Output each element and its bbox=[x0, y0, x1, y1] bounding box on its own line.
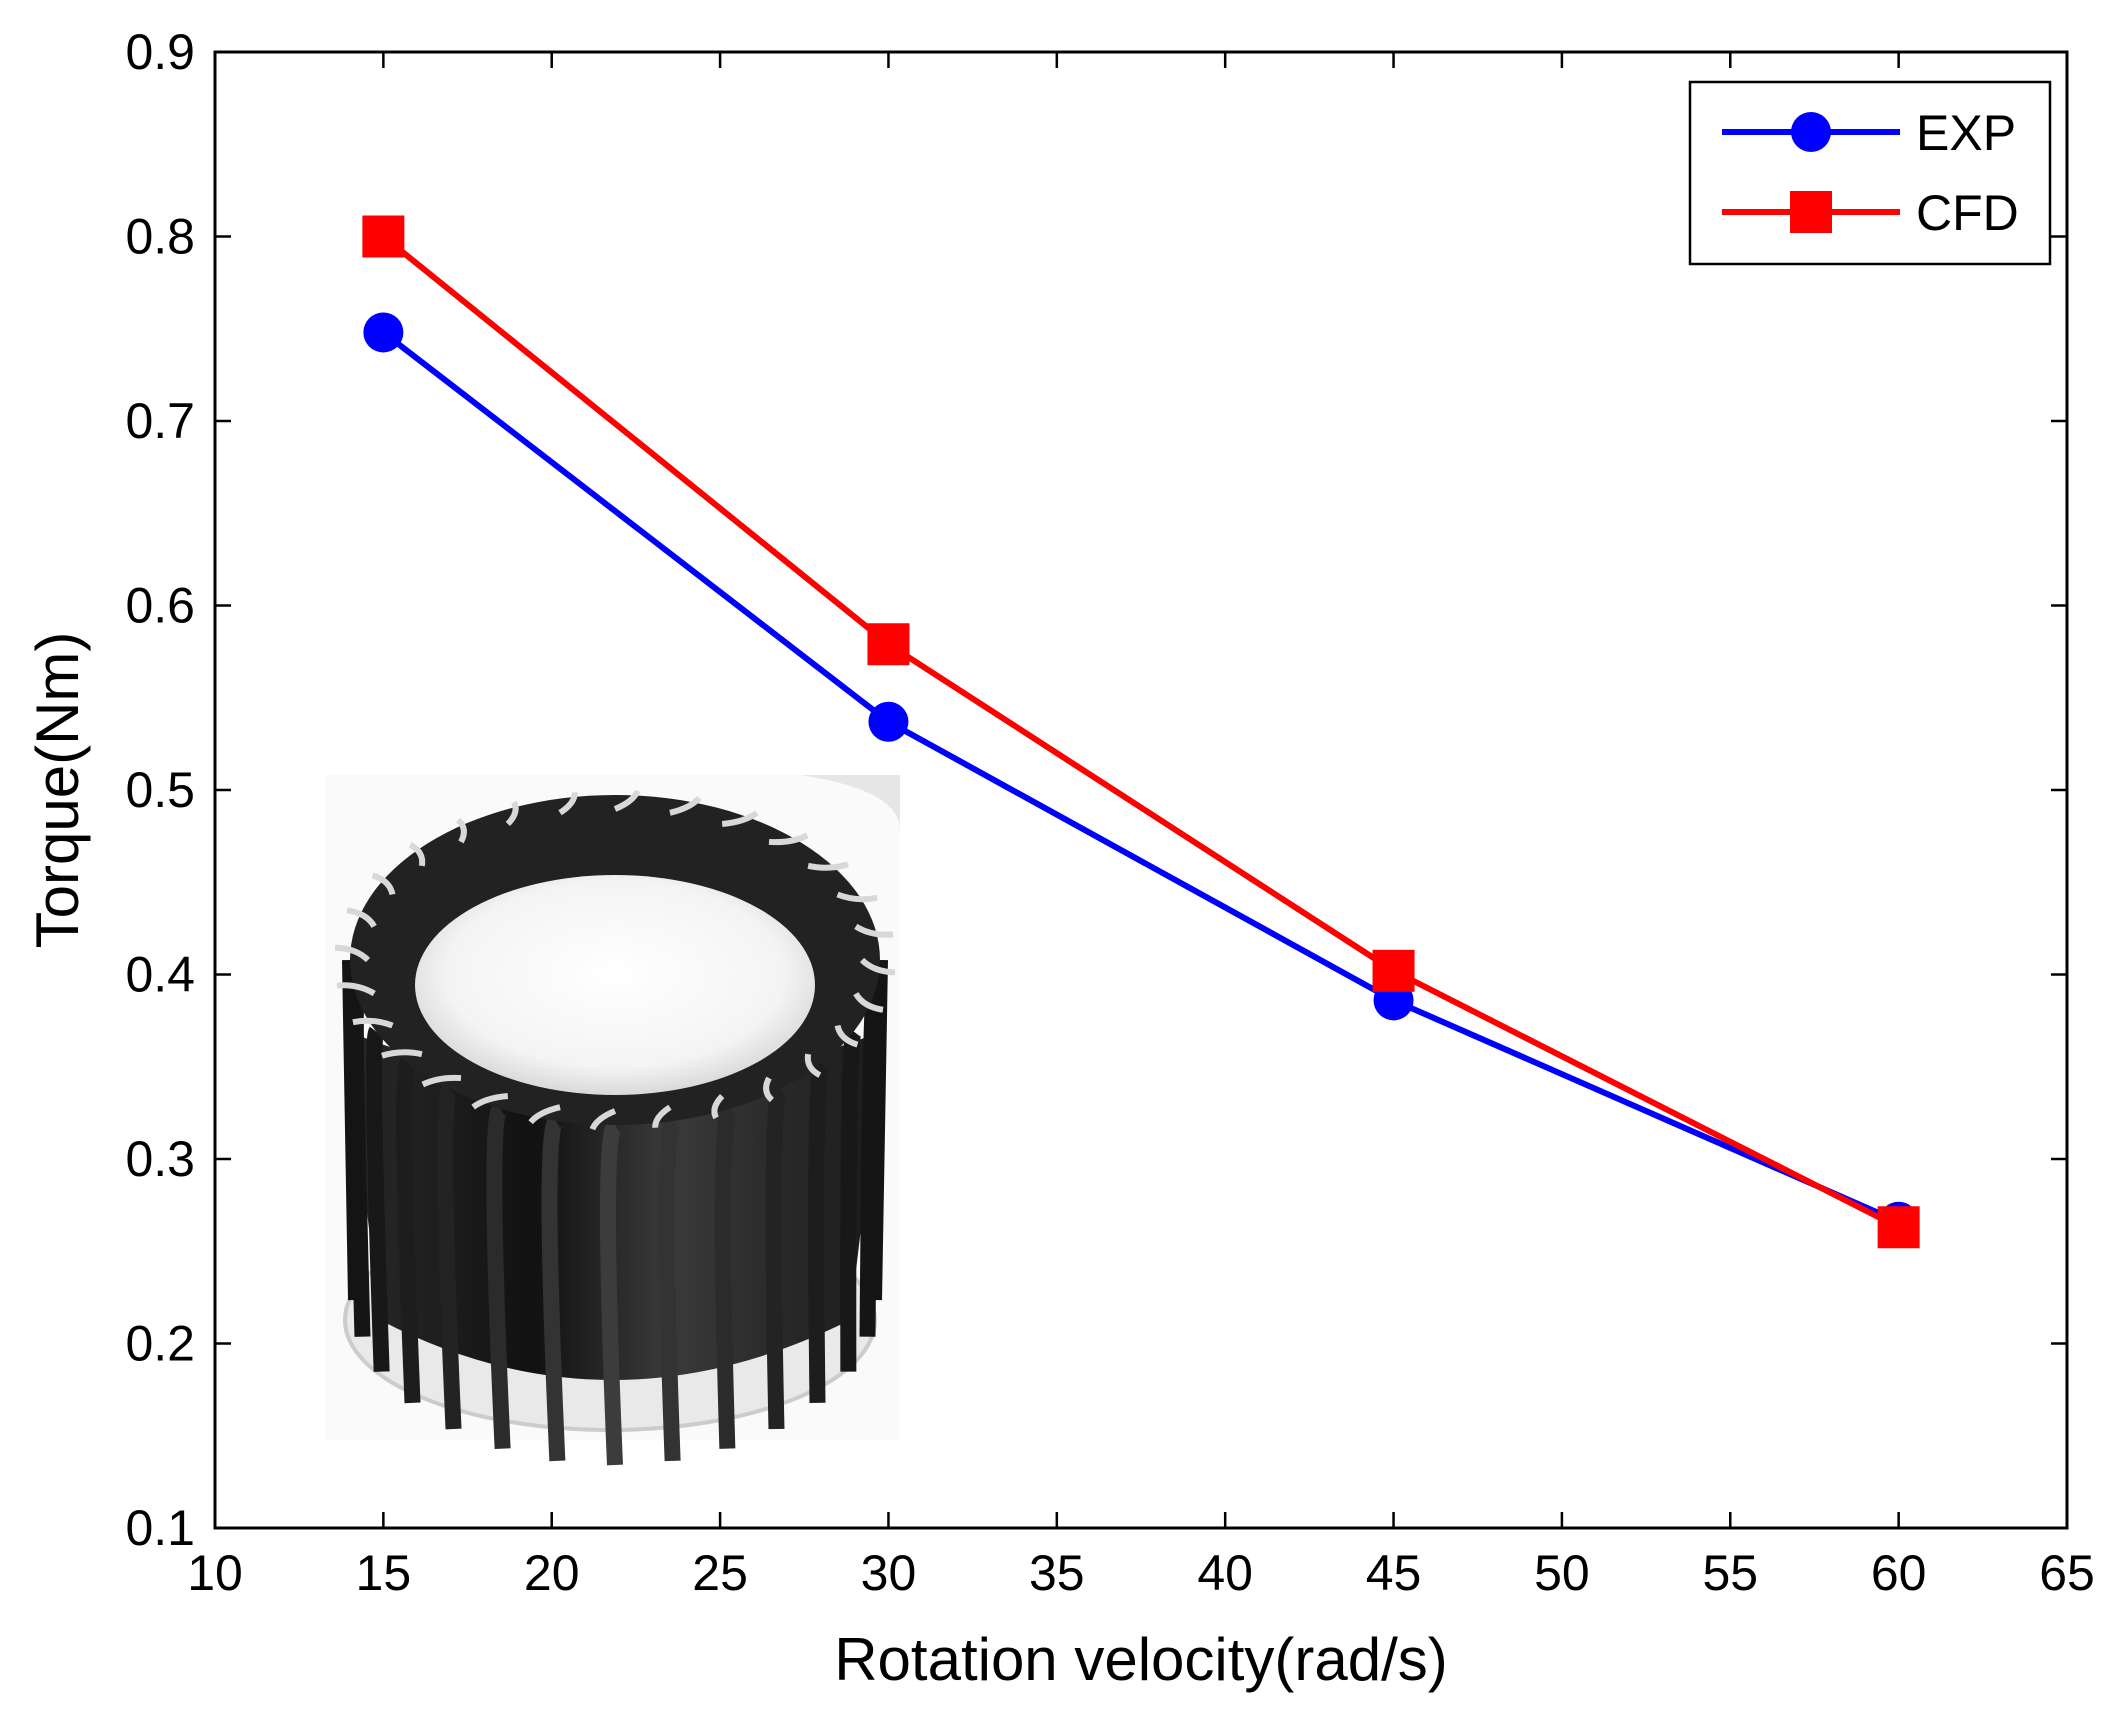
y-tick-label: 0.9 bbox=[125, 24, 195, 80]
rotor-blade-edge bbox=[854, 923, 894, 938]
x-tick-labels: 10 15 20 25 30 35 40 45 50 55 60 65 bbox=[187, 1545, 2095, 1601]
rotor-blade-edge bbox=[711, 1093, 725, 1120]
y-tick-label: 0.7 bbox=[125, 393, 195, 449]
x-tick-label: 50 bbox=[1534, 1545, 1590, 1601]
series-line-exp bbox=[381, 330, 1900, 1225]
rotor-blade bbox=[859, 993, 882, 1337]
data-point-cfd bbox=[867, 623, 910, 666]
x-tick-label: 20 bbox=[524, 1545, 580, 1601]
x-tick-label: 40 bbox=[1197, 1545, 1253, 1601]
rotor-blade-edge bbox=[669, 795, 702, 816]
rotor-blade bbox=[437, 1082, 462, 1430]
y-tick-label: 0.2 bbox=[125, 1316, 195, 1372]
x-tick-label: 45 bbox=[1366, 1545, 1422, 1601]
rotor-blade-edge bbox=[371, 872, 396, 896]
x-axis-title: Rotation velocity(rad/s) bbox=[834, 1626, 1448, 1693]
rotor-blade-edge bbox=[768, 832, 809, 846]
y-tick-label: 0.6 bbox=[125, 578, 195, 634]
data-point-cfd bbox=[362, 215, 405, 258]
rotor-blade-edge bbox=[421, 1074, 462, 1088]
data-point-cfd bbox=[1372, 949, 1415, 992]
data-point-exp bbox=[868, 701, 909, 742]
rotor-blade-edge bbox=[471, 1093, 509, 1110]
y-tick-label: 0.8 bbox=[125, 209, 195, 265]
data-point-exp bbox=[363, 312, 404, 353]
legend-cfd-marker bbox=[1790, 191, 1832, 233]
rotor-blade bbox=[342, 959, 364, 1301]
rotor-blade-edge bbox=[558, 792, 578, 816]
x-tick-label: 60 bbox=[1871, 1545, 1927, 1601]
rotor-blade-edge bbox=[834, 1024, 859, 1048]
y-tick-labels: 0.1 0.2 0.3 0.4 0.5 0.6 0.7 0.8 0.9 bbox=[125, 24, 195, 1556]
rotor-blade bbox=[765, 1082, 787, 1430]
rotor-blade-edge bbox=[346, 907, 377, 929]
rotor-blade-edge bbox=[721, 810, 759, 827]
rotor-blade-edge bbox=[859, 957, 896, 976]
rotor-blade bbox=[600, 1118, 623, 1466]
rotor-blade bbox=[840, 1026, 862, 1372]
rotor-blade-edge bbox=[763, 1076, 775, 1103]
series-cfd bbox=[362, 215, 1920, 1249]
rotor-blade-edge bbox=[804, 1053, 822, 1078]
y-tick-label: 0.4 bbox=[125, 947, 195, 1003]
series-line-cfd bbox=[381, 234, 1900, 1230]
rotor-blade-edge bbox=[836, 891, 878, 903]
y-tick-label: 0.3 bbox=[125, 1131, 195, 1187]
rotor-blade bbox=[366, 1026, 390, 1372]
rotor-blade-edge bbox=[334, 944, 371, 963]
legend-exp-marker bbox=[1791, 112, 1831, 152]
rotor-blade-edge bbox=[505, 800, 519, 827]
y-tick-label: 0.5 bbox=[125, 762, 195, 818]
rotor-blade bbox=[541, 1113, 566, 1462]
rotor-blade-edge bbox=[589, 1108, 617, 1131]
legend: EXP CFD bbox=[1688, 80, 2052, 266]
rotor-blade bbox=[486, 1101, 511, 1450]
x-tick-label: 35 bbox=[1029, 1545, 1085, 1601]
x-tick-label: 25 bbox=[692, 1545, 748, 1601]
legend-exp-label: EXP bbox=[1916, 105, 2016, 161]
rotor-blade-edge bbox=[807, 861, 849, 871]
rotor-blade-edge bbox=[336, 982, 376, 997]
rotor-blade-edge bbox=[352, 1017, 394, 1029]
y-tick-label: 0.1 bbox=[125, 1500, 195, 1556]
rotor-blade bbox=[396, 1057, 421, 1404]
rotor-blade bbox=[658, 1113, 681, 1462]
legend-box bbox=[1688, 80, 2052, 266]
rotor-blade bbox=[808, 1057, 830, 1403]
axis-ticks bbox=[213, 50, 2069, 1530]
rotor-blade-edge bbox=[408, 842, 426, 867]
x-tick-label: 65 bbox=[2039, 1545, 2095, 1601]
x-tick-label: 15 bbox=[356, 1545, 412, 1601]
data-point-cfd bbox=[1877, 1206, 1920, 1249]
rotor-blade-edge bbox=[853, 991, 884, 1013]
rotor-blade-edge bbox=[381, 1049, 423, 1059]
x-tick-label: 55 bbox=[1702, 1545, 1758, 1601]
rotor-blade-edge bbox=[528, 1104, 561, 1125]
y-axis-title: Torque(Nm) bbox=[24, 632, 91, 949]
x-tick-label: 10 bbox=[187, 1545, 243, 1601]
series-layer bbox=[362, 215, 1920, 1249]
x-tick-label: 30 bbox=[861, 1545, 917, 1601]
rotor-blade-edge bbox=[455, 817, 467, 844]
rotor-photo-inset bbox=[325, 775, 900, 1466]
rotor-blade bbox=[714, 1101, 737, 1449]
rotor-blade-edge bbox=[652, 1104, 672, 1128]
rotor-blade-edge bbox=[613, 789, 641, 812]
legend-cfd-label: CFD bbox=[1916, 185, 2019, 241]
